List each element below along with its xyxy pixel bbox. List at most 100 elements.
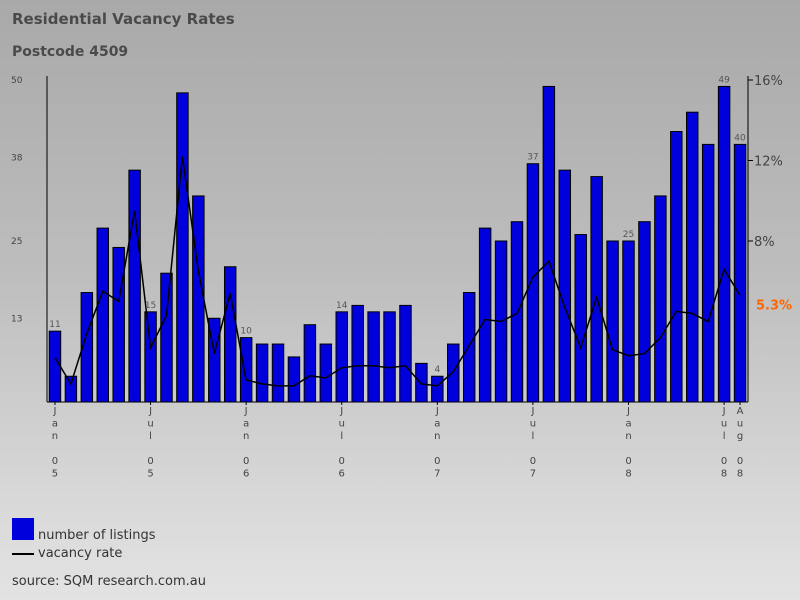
x-tick-label: n	[625, 431, 631, 442]
x-tick-label: 0	[625, 456, 631, 467]
bar	[303, 324, 317, 403]
x-tick-label: a	[52, 419, 58, 430]
x-tick-label: a	[434, 419, 440, 430]
x-tick-label: J	[244, 406, 248, 417]
x-tick-label: 8	[721, 469, 727, 480]
x-tick-label: 6	[243, 469, 249, 480]
x-tick-label: A	[737, 406, 744, 417]
bar	[558, 169, 572, 403]
x-tick-label: l	[149, 431, 152, 442]
bar-data-label: 37	[527, 153, 538, 163]
y-right-tick-label: 12%	[754, 155, 783, 170]
bar	[335, 311, 348, 403]
x-tick-label: u	[721, 419, 727, 430]
x-tick-label: 7	[434, 469, 440, 480]
bar	[462, 292, 476, 403]
bar	[526, 163, 540, 403]
bar	[367, 311, 380, 403]
bar	[208, 317, 221, 403]
y-left-tick-label: 38	[11, 153, 23, 163]
x-tick-label: 8	[737, 469, 743, 480]
x-tick-label: 0	[530, 456, 536, 467]
y-right-tick-label: 16%	[754, 74, 783, 89]
legend-line: vacancy rate	[12, 546, 122, 561]
bar	[64, 375, 78, 403]
x-tick-label: u	[530, 419, 536, 430]
bar	[80, 292, 94, 403]
bar	[128, 169, 141, 403]
x-tick-label: l	[723, 431, 726, 442]
bar	[622, 240, 635, 403]
y-left-tick-label: 50	[11, 76, 23, 86]
x-tick-label: a	[243, 419, 249, 430]
x-tick-label: n	[52, 431, 58, 442]
x-tick-label: 7	[530, 469, 536, 480]
bar-data-label: 14	[336, 301, 348, 311]
x-tick-label: 0	[737, 456, 743, 467]
x-tick-label: u	[339, 419, 345, 430]
bar	[383, 311, 396, 403]
bar	[96, 227, 109, 403]
bar-data-label: 25	[623, 230, 634, 240]
bar-data-label: 49	[718, 75, 730, 85]
bar	[239, 337, 253, 403]
bar-data-label: 10	[240, 327, 252, 337]
current-vacancy-label: 5.3%	[756, 298, 792, 313]
bar	[447, 343, 460, 403]
legend-bar-label: number of listings	[38, 528, 156, 543]
bar	[686, 111, 699, 403]
bar	[48, 330, 62, 403]
bar	[319, 343, 333, 403]
x-tick-label: 0	[434, 456, 440, 467]
x-tick-label: J	[722, 406, 726, 417]
x-tick-label: l	[340, 431, 343, 442]
bar	[176, 92, 189, 403]
x-tick-label: J	[148, 406, 152, 417]
chart-title: Residential Vacancy Rates	[12, 10, 235, 28]
bar	[271, 343, 285, 403]
bar	[638, 221, 651, 403]
x-tick-label: u	[147, 419, 153, 430]
bar-data-label: 40	[734, 133, 746, 143]
bar	[223, 266, 237, 403]
x-tick-label: g	[737, 431, 743, 442]
vacancy-rate-line	[54, 156, 741, 387]
legend-line-swatch	[12, 552, 34, 555]
bar	[733, 143, 747, 403]
bar	[415, 362, 428, 403]
bar	[112, 246, 125, 403]
x-tick-label: u	[737, 419, 743, 430]
x-tick-label: 0	[721, 456, 727, 467]
bar	[478, 227, 492, 403]
y-left-tick-label: 13	[11, 314, 22, 324]
bar	[606, 240, 619, 403]
x-tick-label: 0	[339, 456, 345, 467]
bar-data-label: 15	[145, 301, 156, 311]
bar	[255, 343, 269, 403]
chart-subtitle: Postcode 4509	[12, 44, 129, 60]
x-tick-label: J	[530, 406, 534, 417]
y-right-tick-label: 8%	[754, 235, 775, 250]
x-tick-label: J	[626, 406, 630, 417]
bar	[701, 143, 715, 403]
x-tick-label: 0	[243, 456, 249, 467]
bar	[192, 195, 205, 403]
y-left-tick-label: 25	[11, 237, 22, 247]
x-tick-label: n	[243, 431, 249, 442]
source-text: source: SQM research.com.au	[12, 574, 206, 589]
bar	[574, 234, 587, 403]
legend-bar-swatch	[12, 517, 34, 540]
x-tick-label: n	[434, 431, 440, 442]
bar	[431, 375, 444, 403]
x-tick-label: 0	[52, 456, 58, 467]
x-tick-label: 5	[147, 469, 153, 480]
x-tick-label: 6	[339, 469, 345, 480]
x-tick-label: J	[52, 406, 56, 417]
bar	[717, 85, 731, 403]
bar	[542, 85, 556, 403]
legend-bar: number of listings	[12, 514, 156, 543]
x-tick-label: l	[532, 431, 535, 442]
bar	[351, 304, 364, 403]
x-tick-label: J	[339, 406, 343, 417]
